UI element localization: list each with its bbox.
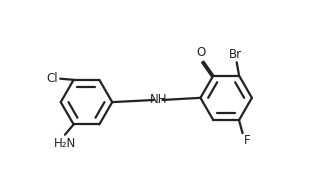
Text: NH: NH xyxy=(149,94,167,107)
Text: O: O xyxy=(196,46,206,59)
Text: Br: Br xyxy=(229,48,242,61)
Text: F: F xyxy=(244,134,250,147)
Text: H₂N: H₂N xyxy=(54,137,76,150)
Text: Cl: Cl xyxy=(47,72,58,85)
